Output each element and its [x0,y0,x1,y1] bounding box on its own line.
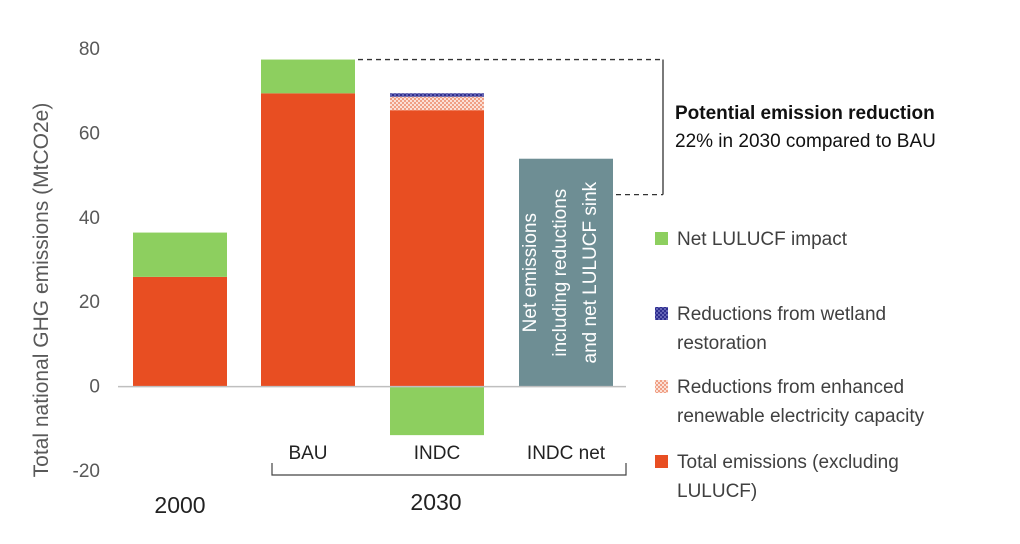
y-axis-label: Total national GHG emissions (MtCO2e) [30,103,53,478]
y-tick-label: 40 [79,208,100,229]
legend-swatch-total-emissions-excluding-lulucf [655,455,668,468]
bar-label-line: and net LULUCF sink [580,181,601,363]
group-label-2030: 2030 [410,489,461,515]
bar-segment-net-lulucf-impact [261,59,355,94]
bar-segment-total-emissions-excluding-lulucf [133,276,227,387]
category-label-indc-net: INDC net [527,443,606,464]
bar-segment-net-emissions [519,158,613,387]
bar-segment-net-lulucf-impact [133,232,227,277]
y-tick-label: -20 [73,461,100,482]
category-label-indc: INDC [414,443,460,464]
group-bracket-2030 [271,463,627,476]
legend-swatch-reductions-from-enhanced-renewable-electricity-capacity [655,380,668,393]
y-tick-label: 60 [79,123,100,144]
bar-segment-reductions-from-wetland-restoration [390,93,484,97]
y-tick-label: 0 [89,377,100,398]
bar-segment-total-emissions-excluding-lulucf [261,93,355,387]
bar-label-line: Net emissions [520,213,541,332]
legend-swatch-reductions-from-wetland-restoration [655,307,668,320]
annotation-title: Potential emission reduction [675,103,935,124]
bar-segment-net-lulucf-impact [390,386,484,436]
bar-label-line: including reductions [550,189,571,357]
category-label-bau: BAU [288,443,327,464]
y-tick-label: 80 [79,39,100,60]
group-label-2000: 2000 [154,492,205,518]
annotation-text: 22% in 2030 compared to BAU [675,131,936,152]
legend-label-net-lulucf-impact: Net LULUCF impact [677,229,848,250]
legend-label-reductions-from-wetland-restoration: Reductions from wetland restoration [677,304,886,354]
y-tick-label: 20 [79,292,100,313]
legend-label-reductions-from-enhanced-renewable-electricity-capacity: Reductions from enhanced renewable electr… [677,377,925,427]
bar-segment-total-emissions-excluding-lulucf [390,110,484,387]
bar-segment-reductions-from-enhanced-renewable-electricity-capacity [390,96,484,111]
legend-swatch-net-lulucf-impact [655,232,668,245]
legend-label-total-emissions-excluding-lulucf: Total emissions (excluding LULUCF) [677,452,899,502]
